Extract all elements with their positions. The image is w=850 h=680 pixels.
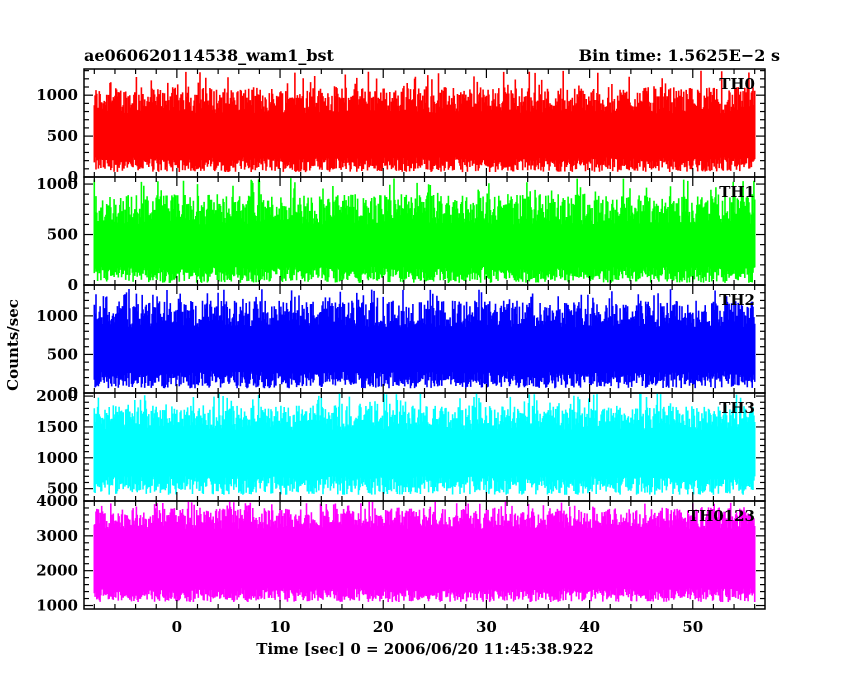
y-tick-label: 500 bbox=[47, 226, 78, 244]
panel-th0: 0 500 1000 TH0 bbox=[36, 68, 766, 186]
x-axis-label: Time [sec] 0 = 2006/06/20 11:45:38.922 bbox=[256, 640, 593, 658]
y-tick-label: 1000 bbox=[36, 597, 78, 615]
panel-label-th1: TH1 bbox=[719, 183, 755, 201]
panel-label-th2: TH2 bbox=[719, 291, 755, 309]
series-th2 bbox=[93, 289, 756, 389]
series-th0 bbox=[93, 70, 756, 173]
y-tick-label: 1000 bbox=[36, 175, 78, 193]
series-th0123 bbox=[93, 501, 756, 602]
panel-label-th0123: TH0123 bbox=[688, 507, 755, 525]
x-tick-label: 20 bbox=[373, 618, 394, 636]
y-tick-label: 2000 bbox=[36, 562, 78, 580]
x-tick-label: 30 bbox=[476, 618, 497, 636]
x-tick-label: 50 bbox=[682, 618, 703, 636]
y-tick-label: 1000 bbox=[36, 86, 78, 104]
x-axis: 0 10 20 30 40 50 bbox=[172, 618, 704, 636]
series-th1 bbox=[93, 178, 756, 283]
series-th3 bbox=[93, 393, 756, 495]
y-tick-label: 4000 bbox=[36, 492, 78, 510]
panel-th2: 0 500 1000 TH2 bbox=[36, 284, 766, 402]
panel-th0123: 1000 2000 3000 4000 TH0123 bbox=[36, 492, 766, 615]
y-tick-label: 0 bbox=[68, 168, 78, 186]
panel-label-th3: TH3 bbox=[719, 399, 755, 417]
y-tick-label: 500 bbox=[47, 345, 78, 363]
panel-label-th0: TH0 bbox=[719, 75, 755, 93]
y-tick-label: 3000 bbox=[36, 527, 78, 545]
y-axis-label: Counts/sec bbox=[4, 299, 22, 391]
y-tick-label: 0 bbox=[68, 276, 78, 294]
y-tick-label: 2000 bbox=[36, 387, 78, 405]
y-tick-label: 0 bbox=[68, 384, 78, 402]
y-tick-label: 1500 bbox=[36, 418, 78, 436]
y-tick-label: 1000 bbox=[36, 307, 78, 325]
chart-title: ae060620114538_wam1_bst bbox=[84, 46, 335, 65]
x-tick-label: 40 bbox=[579, 618, 600, 636]
x-tick-label: 0 bbox=[172, 618, 182, 636]
y-tick-label: 500 bbox=[47, 480, 78, 498]
panel-th3: 500 1000 1500 2000 TH3 bbox=[36, 387, 766, 502]
panel-th1: 0 500 1000 TH1 bbox=[36, 175, 766, 294]
y-tick-label: 500 bbox=[47, 127, 78, 145]
bin-time-label: Bin time: 1.5625E−2 s bbox=[579, 46, 780, 65]
x-tick-label: 10 bbox=[270, 618, 291, 636]
y-tick-label: 1000 bbox=[36, 449, 78, 467]
